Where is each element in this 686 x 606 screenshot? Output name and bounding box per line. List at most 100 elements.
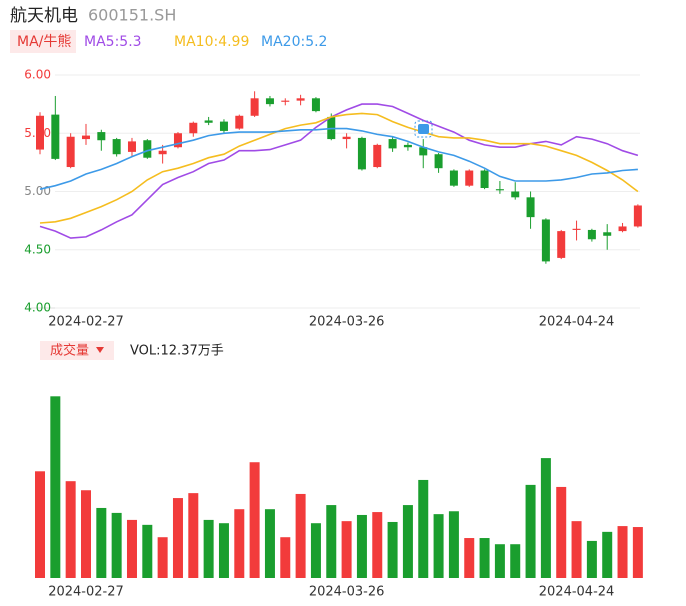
candle-body bbox=[311, 98, 320, 112]
volume-bar bbox=[249, 462, 260, 578]
volume-bar bbox=[264, 509, 275, 578]
volume-bar bbox=[540, 458, 551, 578]
candle-body bbox=[235, 115, 244, 129]
candle-body bbox=[173, 133, 182, 148]
volume-bar bbox=[556, 486, 567, 578]
volume-bar bbox=[617, 526, 628, 578]
volume-bar bbox=[65, 481, 76, 578]
vol-label[interactable]: 成交量 bbox=[50, 343, 89, 359]
candle-body bbox=[511, 191, 520, 198]
volume-bar bbox=[372, 512, 383, 578]
candle-body bbox=[250, 98, 259, 116]
candle-body bbox=[449, 170, 458, 186]
candle-body bbox=[403, 144, 412, 148]
ma-line bbox=[39, 112, 639, 224]
volume-bar bbox=[80, 490, 91, 578]
y-tick-label: 6.00 bbox=[24, 68, 51, 82]
volume-bar bbox=[310, 523, 321, 578]
volume-bar bbox=[525, 484, 536, 578]
candle-body bbox=[434, 154, 443, 169]
candle-body bbox=[36, 115, 44, 150]
vol-label-box[interactable] bbox=[40, 341, 114, 360]
volume-bar bbox=[326, 505, 337, 578]
volume-bar bbox=[418, 479, 429, 578]
candle-body bbox=[373, 144, 382, 168]
volume-bar bbox=[234, 509, 245, 578]
candle-body bbox=[541, 219, 550, 262]
candle-body bbox=[557, 231, 566, 258]
x-tick-label: 2024-02-27 bbox=[48, 585, 124, 600]
candle-body bbox=[618, 226, 627, 232]
volume-bar bbox=[96, 507, 107, 578]
candle-body bbox=[465, 170, 474, 186]
marker-frame[interactable] bbox=[414, 120, 433, 138]
candle-body bbox=[97, 132, 106, 141]
volume-bar bbox=[295, 493, 306, 578]
candle-body bbox=[296, 98, 305, 101]
candle-body bbox=[357, 137, 366, 170]
x-tick-label: 2024-03-26 bbox=[309, 315, 385, 330]
marker-icon[interactable] bbox=[418, 124, 429, 134]
volume-bar bbox=[172, 498, 183, 578]
legend-entry: VOL:12.37万手 bbox=[130, 344, 224, 359]
volume-bar bbox=[433, 514, 444, 578]
candle-body bbox=[112, 139, 121, 155]
volume-bar bbox=[464, 538, 475, 578]
volume-bar bbox=[494, 544, 505, 578]
candle-body bbox=[587, 229, 596, 240]
y-tick-label: 4.00 bbox=[24, 301, 51, 315]
volume-bar bbox=[387, 521, 398, 578]
volume-bar bbox=[571, 521, 582, 578]
candle-body bbox=[281, 100, 290, 102]
y-tick-label: 4.50 bbox=[24, 242, 51, 256]
candle-body bbox=[66, 136, 75, 168]
volume-bar bbox=[188, 493, 199, 578]
candle-body bbox=[81, 135, 90, 140]
volume-bar bbox=[632, 527, 643, 578]
volume-bar bbox=[142, 524, 153, 578]
volume-bar bbox=[203, 519, 214, 578]
x-tick-label: 2024-02-27 bbox=[48, 315, 124, 330]
candle-body bbox=[495, 189, 504, 191]
candle-body bbox=[388, 139, 397, 149]
x-tick-label: 2024-04-24 bbox=[539, 315, 615, 330]
candle-body bbox=[51, 114, 60, 159]
x-tick-label: 2024-03-26 bbox=[309, 585, 385, 600]
candle-body bbox=[633, 205, 642, 227]
candle-body bbox=[265, 98, 274, 105]
volume-bar bbox=[35, 471, 45, 578]
stock-name: 航天机电 bbox=[10, 6, 78, 26]
volume-bar bbox=[280, 537, 291, 578]
ma-label-box[interactable] bbox=[10, 30, 76, 53]
volume-bar bbox=[218, 523, 229, 578]
volume-bar bbox=[586, 540, 597, 578]
candle-body bbox=[219, 121, 228, 131]
volume-bar bbox=[50, 396, 61, 578]
volume-bar bbox=[341, 521, 352, 578]
candle-body bbox=[342, 136, 351, 140]
ma-line bbox=[39, 103, 639, 239]
volume-bar bbox=[479, 538, 490, 578]
volume-bar bbox=[602, 531, 613, 578]
candle-body bbox=[419, 147, 428, 156]
x-tick-label: 2024-04-24 bbox=[539, 585, 615, 600]
candle-body bbox=[480, 170, 489, 189]
volume-bar bbox=[510, 544, 521, 578]
legend-entry: MA5:5.3 bbox=[84, 34, 142, 50]
stock-code: 600151.SH bbox=[88, 6, 176, 25]
candle-body bbox=[603, 232, 612, 236]
volume-bar bbox=[402, 505, 413, 578]
ma-label[interactable]: MA/牛熊 bbox=[17, 34, 71, 50]
candle-body bbox=[572, 228, 581, 230]
volume-bar bbox=[126, 519, 137, 578]
dropdown-arrow[interactable] bbox=[96, 347, 104, 353]
ma-line bbox=[39, 127, 638, 190]
candle-body bbox=[526, 197, 535, 218]
candle-body bbox=[204, 120, 213, 123]
y-tick-label: 5.00 bbox=[24, 184, 51, 198]
legend-entry: MA10:4.99 bbox=[174, 34, 249, 50]
candle-body bbox=[189, 122, 198, 134]
volume-bar bbox=[356, 514, 367, 578]
candle-body bbox=[143, 140, 152, 158]
